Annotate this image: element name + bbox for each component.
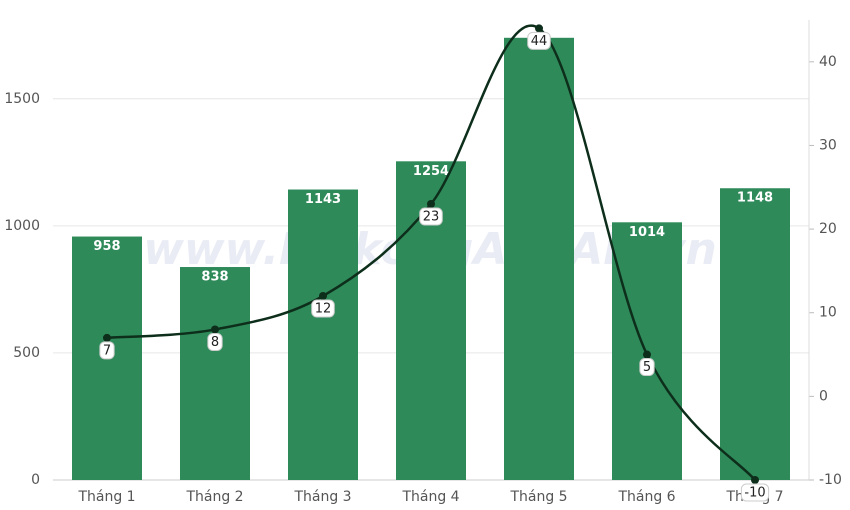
y-tick-label: 1500 bbox=[4, 91, 40, 107]
point-label-bg bbox=[207, 332, 223, 351]
point-label-bg bbox=[419, 207, 443, 226]
point bbox=[535, 24, 543, 33]
bar bbox=[504, 37, 574, 481]
point-label: -10 bbox=[744, 486, 765, 501]
x-tick-label: Tháng 1 bbox=[77, 489, 135, 505]
bar-label: 1143 bbox=[305, 192, 341, 207]
point-label-bg bbox=[99, 341, 115, 360]
point bbox=[427, 200, 435, 208]
y-tick-label: 0 bbox=[31, 472, 40, 488]
bar-label: 1148 bbox=[737, 191, 773, 206]
point-label: 5 bbox=[643, 360, 651, 375]
y2-tick-label: -10 bbox=[819, 472, 842, 488]
x-tick-label: Tháng 2 bbox=[185, 489, 243, 505]
y2-tick-label: 20 bbox=[819, 221, 837, 237]
x-tick-label: Tháng 4 bbox=[401, 489, 459, 505]
point-label: 12 bbox=[315, 302, 332, 317]
point-label-group: 7 bbox=[99, 341, 115, 360]
y-tick-label: 500 bbox=[13, 345, 40, 361]
y2-tick-label: 0 bbox=[819, 388, 828, 404]
bar bbox=[288, 189, 358, 481]
point-label-bg bbox=[311, 299, 335, 318]
point-label-bg bbox=[740, 483, 770, 502]
y2-tick-label: 40 bbox=[819, 54, 837, 70]
point-label: 7 bbox=[103, 343, 111, 358]
y2-tick-label: 30 bbox=[819, 137, 837, 153]
point-label-group: 8 bbox=[207, 332, 223, 351]
bar-label: 838 bbox=[201, 270, 228, 285]
bar bbox=[720, 188, 790, 480]
bar-label: 958 bbox=[93, 239, 120, 254]
point-label-bg bbox=[639, 358, 655, 377]
y-tick-label: 1000 bbox=[4, 218, 40, 234]
point-label-group: 12 bbox=[311, 299, 335, 318]
bar-label: 1254 bbox=[413, 164, 449, 179]
point-label-group: -10 bbox=[740, 483, 770, 502]
point-label-bg bbox=[527, 31, 551, 50]
point bbox=[751, 476, 759, 484]
x-tick-label: Tháng 5 bbox=[509, 489, 567, 505]
point bbox=[103, 333, 111, 342]
point-label-group: 5 bbox=[639, 358, 655, 377]
point-label: 8 bbox=[211, 335, 219, 350]
x-tick-label: Tháng 6 bbox=[617, 489, 675, 505]
point bbox=[643, 350, 651, 359]
point-label-group: 23 bbox=[419, 207, 443, 226]
point bbox=[319, 292, 327, 300]
x-tick-label: Tháng 3 bbox=[293, 489, 351, 505]
point-label: 44 bbox=[531, 34, 548, 49]
bar bbox=[180, 267, 250, 480]
bar-label: 1014 bbox=[629, 225, 665, 240]
point bbox=[211, 325, 219, 334]
point-label: 23 bbox=[423, 210, 440, 225]
y2-tick-label: 10 bbox=[819, 305, 837, 321]
point-label-group: 44 bbox=[527, 31, 551, 50]
